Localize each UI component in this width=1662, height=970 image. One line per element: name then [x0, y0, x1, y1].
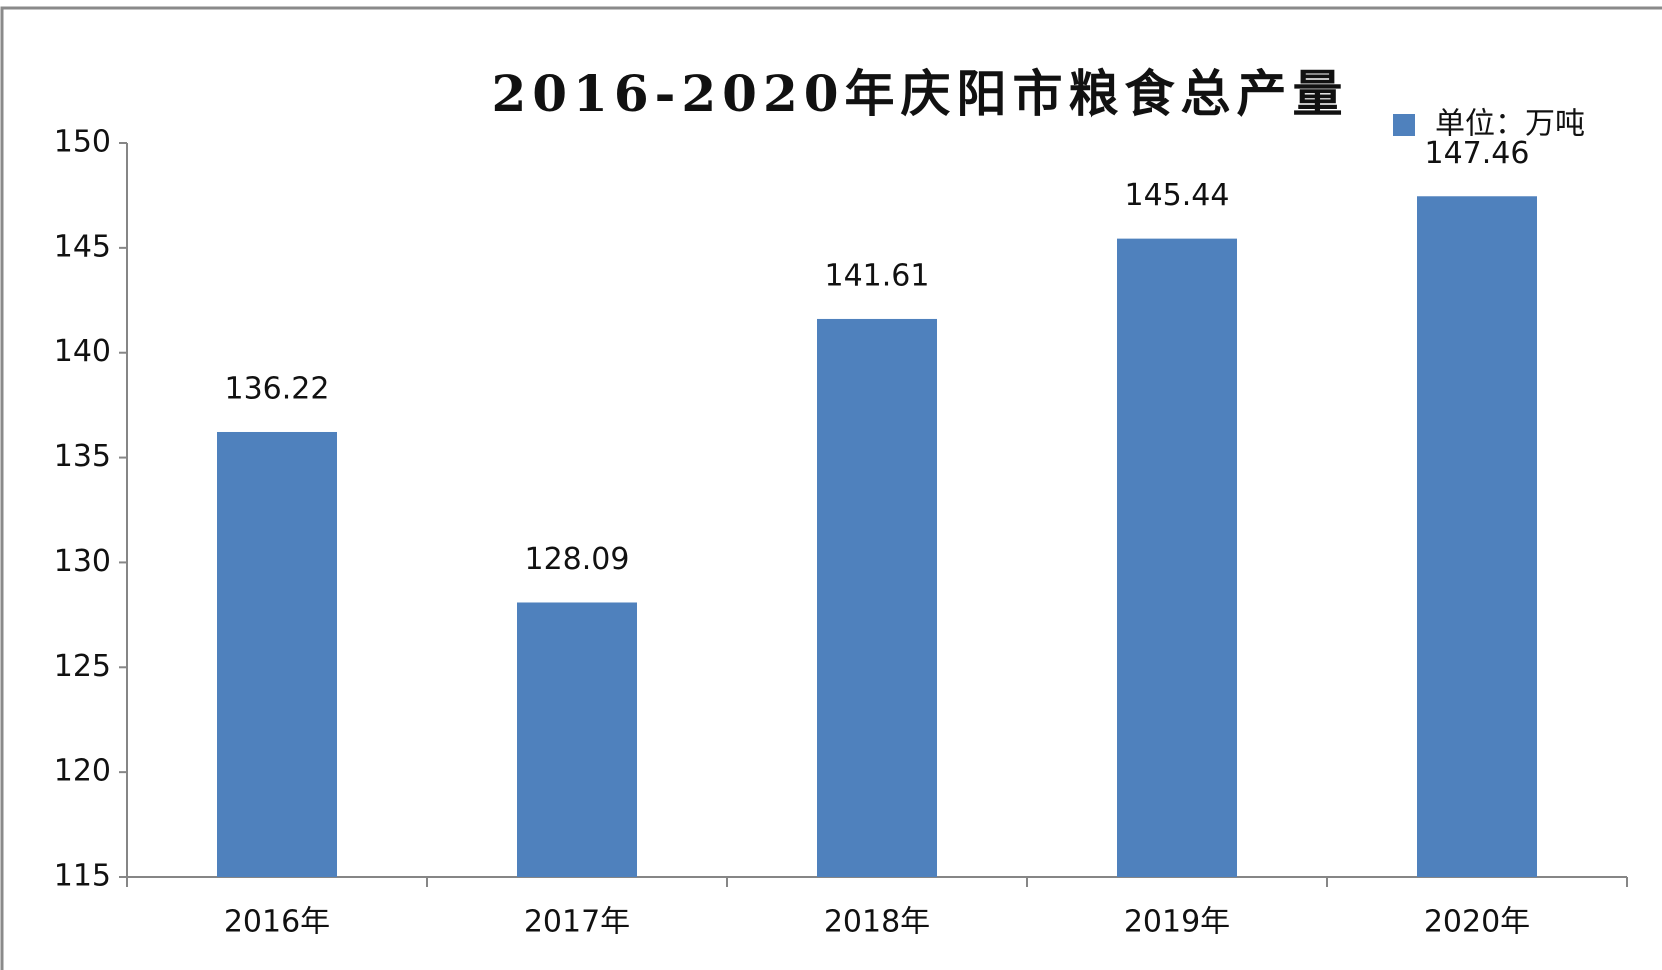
- chart-title: 2016-2020年庆阳市粮食总产量: [491, 64, 1348, 123]
- legend-label: 单位：万吨: [1435, 107, 1585, 142]
- legend-swatch: [1393, 114, 1415, 136]
- x-tick-label: 2020年: [1424, 905, 1530, 940]
- y-tick-label: 145: [54, 229, 111, 264]
- data-label: 136.22: [225, 371, 330, 406]
- bar: [517, 602, 637, 877]
- bar: [217, 431, 337, 877]
- bar: [817, 318, 937, 877]
- x-tick-label: 2018年: [824, 905, 930, 940]
- bar: [1417, 196, 1537, 877]
- x-tick-label: 2019年: [1124, 905, 1230, 940]
- y-tick-label: 120: [54, 754, 111, 789]
- data-label: 145.44: [1125, 178, 1230, 213]
- data-label: 128.09: [525, 542, 630, 577]
- y-tick-label: 140: [54, 334, 111, 369]
- chart-frame: [0, 6, 1662, 970]
- x-tick-label: 2017年: [524, 905, 630, 940]
- x-tick-label: 2016年: [224, 905, 330, 940]
- data-label: 147.46: [1425, 136, 1530, 171]
- y-tick-label: 150: [54, 125, 111, 160]
- bar: [1117, 238, 1237, 878]
- y-tick-label: 130: [54, 544, 111, 579]
- y-tick-label: 135: [54, 439, 111, 474]
- y-tick-label: 115: [54, 859, 111, 894]
- data-label: 141.61: [825, 258, 930, 293]
- y-tick-label: 125: [54, 649, 111, 684]
